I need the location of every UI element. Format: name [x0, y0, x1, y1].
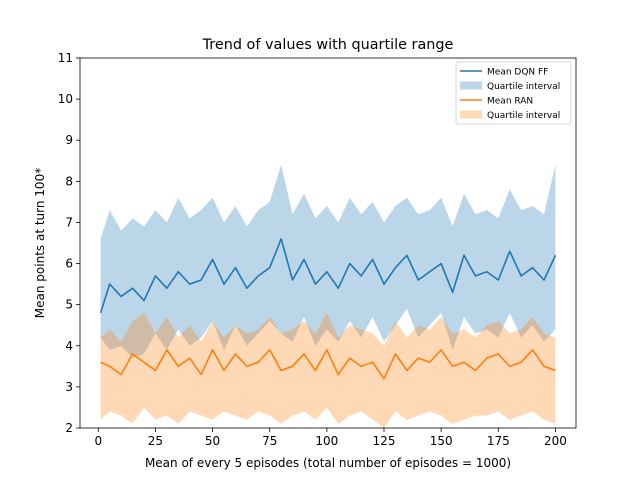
x-tick-label: 150: [430, 434, 453, 448]
y-tick-label: 3: [65, 380, 73, 394]
x-tick-label: 125: [373, 434, 396, 448]
legend-box: [455, 61, 572, 125]
x-tick-label: 75: [262, 434, 277, 448]
x-tick-label: 50: [205, 434, 220, 448]
mean-line-dqn-ff: [99, 238, 557, 314]
x-tick-label: 25: [148, 434, 163, 448]
legend-label: Mean RAN: [487, 97, 533, 107]
y-tick-label: 9: [65, 133, 73, 147]
y-tick-label: 4: [65, 339, 73, 353]
y-tick-label: 11: [58, 51, 73, 65]
quartile-band-dqn-ff: [100, 164, 556, 359]
x-tick-label: 100: [315, 434, 338, 448]
x-tick-label: 175: [487, 434, 510, 448]
x-tick-label: 200: [544, 434, 567, 448]
y-tick-label: 10: [58, 92, 73, 106]
legend: Mean DQN FF Quartile interval Mean RAN Quar…: [455, 61, 572, 125]
legend-label: Mean DQN FF: [487, 68, 548, 78]
chart-title: Trend of values with quartile range: [202, 37, 454, 53]
y-axis-label: Mean points at turn 100*: [33, 168, 47, 318]
x-axis-ticks: 0 25 50 75 100 125 150 175 200: [94, 428, 567, 448]
legend-label: Quartile interval: [487, 111, 560, 121]
mean-line-ran: [100, 349, 556, 380]
y-tick-label: 8: [65, 174, 73, 188]
x-axis-label: Mean of every 5 episodes (total number o…: [145, 456, 511, 470]
plot-frame: [79, 57, 577, 429]
x-tick-label: 0: [94, 434, 102, 448]
y-tick-label: 5: [65, 298, 73, 312]
legend-entry: Quartile interval: [460, 81, 560, 92]
legend-label: Quartile interval: [487, 82, 560, 92]
legend-entry: Mean RAN: [460, 97, 533, 107]
mean-lines: [99, 238, 557, 380]
legend-entry: Quartile interval: [460, 110, 560, 121]
y-tick-label: 7: [65, 215, 73, 229]
y-axis-ticks: 2 3 4 5 6 7 8 9 10 11: [58, 51, 80, 435]
y-tick-label: 6: [65, 257, 73, 271]
y-tick-label: 2: [65, 421, 73, 435]
quartile-band-ran: [100, 312, 556, 428]
legend-band-swatch: [460, 110, 482, 119]
legend-band-swatch: [460, 81, 482, 90]
legend-entry: Mean DQN FF: [460, 68, 548, 78]
quartile-bands: [100, 164, 556, 428]
